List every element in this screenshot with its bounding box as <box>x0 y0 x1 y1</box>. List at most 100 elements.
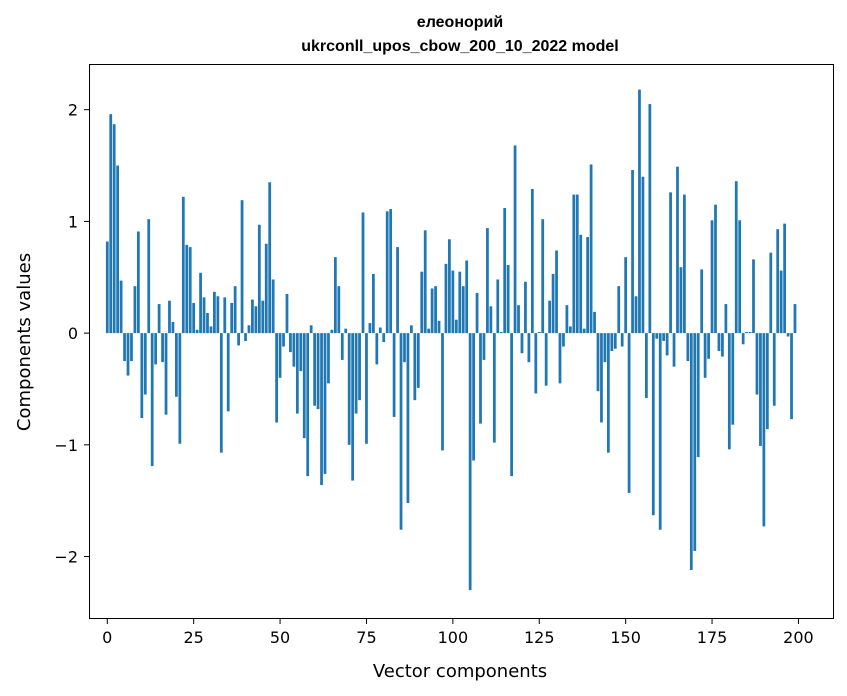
bar <box>603 333 607 363</box>
bar <box>634 296 638 334</box>
bar <box>192 302 196 334</box>
bar <box>116 165 120 334</box>
bar <box>385 211 389 334</box>
bar <box>513 145 517 334</box>
bar <box>745 332 748 334</box>
bar <box>475 292 479 334</box>
bar <box>219 333 223 453</box>
bar <box>434 286 437 334</box>
bar <box>150 333 154 467</box>
bar <box>237 333 240 346</box>
bar <box>333 257 337 334</box>
bar <box>330 329 334 334</box>
bar <box>648 104 652 334</box>
bar <box>175 333 178 397</box>
bar <box>299 333 303 372</box>
bar <box>399 333 403 530</box>
bar <box>606 333 610 453</box>
bar <box>444 263 448 334</box>
bar <box>202 297 206 334</box>
bar <box>195 329 199 334</box>
bar <box>213 291 216 334</box>
bar <box>779 270 783 334</box>
bar <box>548 300 551 334</box>
bar <box>676 166 679 334</box>
bar <box>430 288 434 334</box>
bar <box>137 231 140 334</box>
bar <box>769 252 773 334</box>
bar <box>482 333 486 360</box>
bar <box>551 273 555 334</box>
bar <box>613 333 617 349</box>
bar <box>140 333 144 419</box>
bar <box>313 333 317 406</box>
bar <box>268 182 272 334</box>
bar <box>133 286 137 334</box>
bar <box>790 333 793 420</box>
bar <box>465 260 469 334</box>
y-tick-label: 2 <box>68 101 78 120</box>
bar <box>448 239 451 334</box>
bar <box>240 200 244 334</box>
bar <box>147 219 151 334</box>
bar <box>451 270 455 334</box>
chart-title: елеонорий <box>417 14 503 31</box>
bar <box>285 294 289 334</box>
bar <box>586 237 590 334</box>
bar <box>686 333 690 362</box>
bar <box>710 220 714 334</box>
bar <box>486 228 489 334</box>
bars-group <box>105 89 797 591</box>
bar <box>143 333 147 395</box>
bar <box>185 244 189 334</box>
bar <box>575 194 579 334</box>
bar <box>600 333 603 423</box>
bar <box>154 333 158 365</box>
bar <box>755 333 759 395</box>
bar <box>741 333 745 345</box>
bar <box>178 333 182 444</box>
y-tick-label: 0 <box>68 324 78 343</box>
bar <box>510 333 513 477</box>
bar <box>669 192 672 334</box>
bar <box>375 333 379 365</box>
y-tick-label: −2 <box>54 548 78 567</box>
bar <box>641 176 645 334</box>
bar <box>368 323 372 334</box>
bar <box>530 189 534 334</box>
bar <box>651 333 655 516</box>
bar <box>627 333 631 493</box>
bar <box>413 333 417 401</box>
bar <box>275 333 278 423</box>
bar <box>382 333 386 343</box>
bar <box>406 333 410 503</box>
bar <box>558 333 562 384</box>
bar <box>403 333 406 363</box>
bar <box>714 204 717 334</box>
bar <box>665 333 669 356</box>
bar <box>717 333 721 351</box>
bar <box>302 333 306 439</box>
bar <box>123 333 126 362</box>
x-tick-label: 0 <box>102 628 112 647</box>
bar <box>582 328 586 334</box>
x-axis-ticks: 0 25 50 75 100 125 150 175 200 <box>102 618 814 647</box>
bar <box>620 333 624 347</box>
bar <box>524 281 527 334</box>
bar <box>562 333 565 347</box>
x-tick-label: 100 <box>438 628 469 647</box>
bar <box>340 333 344 360</box>
bar <box>458 271 462 334</box>
bar <box>257 224 261 334</box>
bar <box>254 306 258 334</box>
bar <box>555 250 558 334</box>
bar <box>157 304 161 334</box>
bar <box>161 333 164 363</box>
bar <box>596 333 600 392</box>
bar <box>410 325 413 334</box>
bar <box>344 328 348 334</box>
bar <box>579 234 583 334</box>
bar <box>358 333 361 401</box>
bar <box>693 333 697 551</box>
bar <box>645 333 648 398</box>
